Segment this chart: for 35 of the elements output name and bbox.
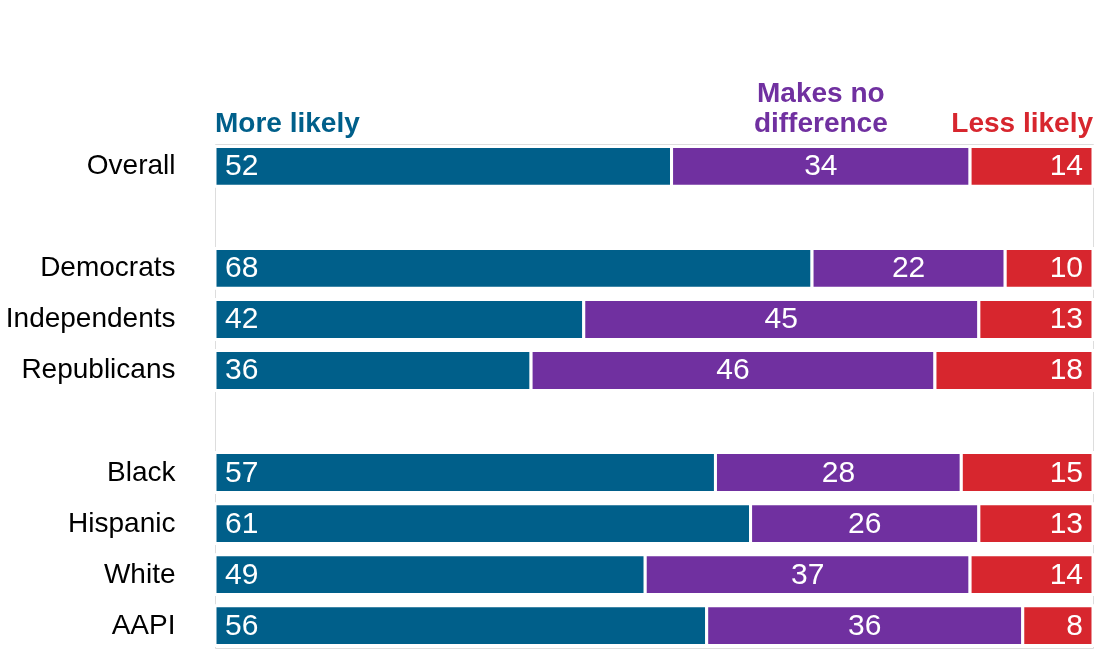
data-label: 56 bbox=[225, 607, 259, 641]
data-label: 57 bbox=[225, 454, 259, 488]
data-label: 28 bbox=[821, 454, 856, 488]
data-label: 14 bbox=[1049, 148, 1083, 182]
data-label: 18 bbox=[1049, 352, 1083, 386]
data-label: 52 bbox=[225, 148, 259, 182]
data-label: 13 bbox=[1049, 301, 1083, 335]
data-label: 26 bbox=[848, 505, 882, 539]
data-label: 68 bbox=[225, 250, 259, 284]
data-label: 36 bbox=[225, 352, 259, 386]
data-label: 34 bbox=[804, 148, 838, 182]
y-tick-label: Overall bbox=[86, 149, 176, 181]
data-label: 13 bbox=[1049, 505, 1083, 539]
y-tick-label: Black bbox=[107, 455, 177, 487]
series-label: Makes no difference bbox=[753, 77, 888, 138]
series-label: Less likely bbox=[951, 107, 1094, 138]
y-tick-label: White bbox=[103, 557, 176, 589]
data-label: 49 bbox=[225, 556, 259, 590]
series-label: More likely bbox=[215, 107, 361, 138]
data-label: 36 bbox=[848, 607, 882, 641]
data-label: 42 bbox=[225, 301, 259, 335]
y-tick-label: Republicans bbox=[21, 353, 176, 385]
data-label: 22 bbox=[891, 250, 926, 284]
data-label: 45 bbox=[764, 301, 798, 335]
y-tick-label: Hispanic bbox=[68, 506, 176, 538]
data-label: 61 bbox=[225, 505, 259, 539]
data-label: 14 bbox=[1049, 556, 1083, 590]
y-tick-label: AAPI bbox=[111, 608, 176, 640]
y-tick-label: Independents bbox=[5, 302, 176, 334]
data-label: 10 bbox=[1049, 250, 1083, 284]
y-tick-label: Democrats bbox=[40, 251, 176, 283]
data-label: 8 bbox=[1066, 607, 1083, 641]
data-label: 37 bbox=[790, 556, 825, 590]
data-label: 15 bbox=[1049, 454, 1083, 488]
data-label: 46 bbox=[716, 352, 750, 386]
